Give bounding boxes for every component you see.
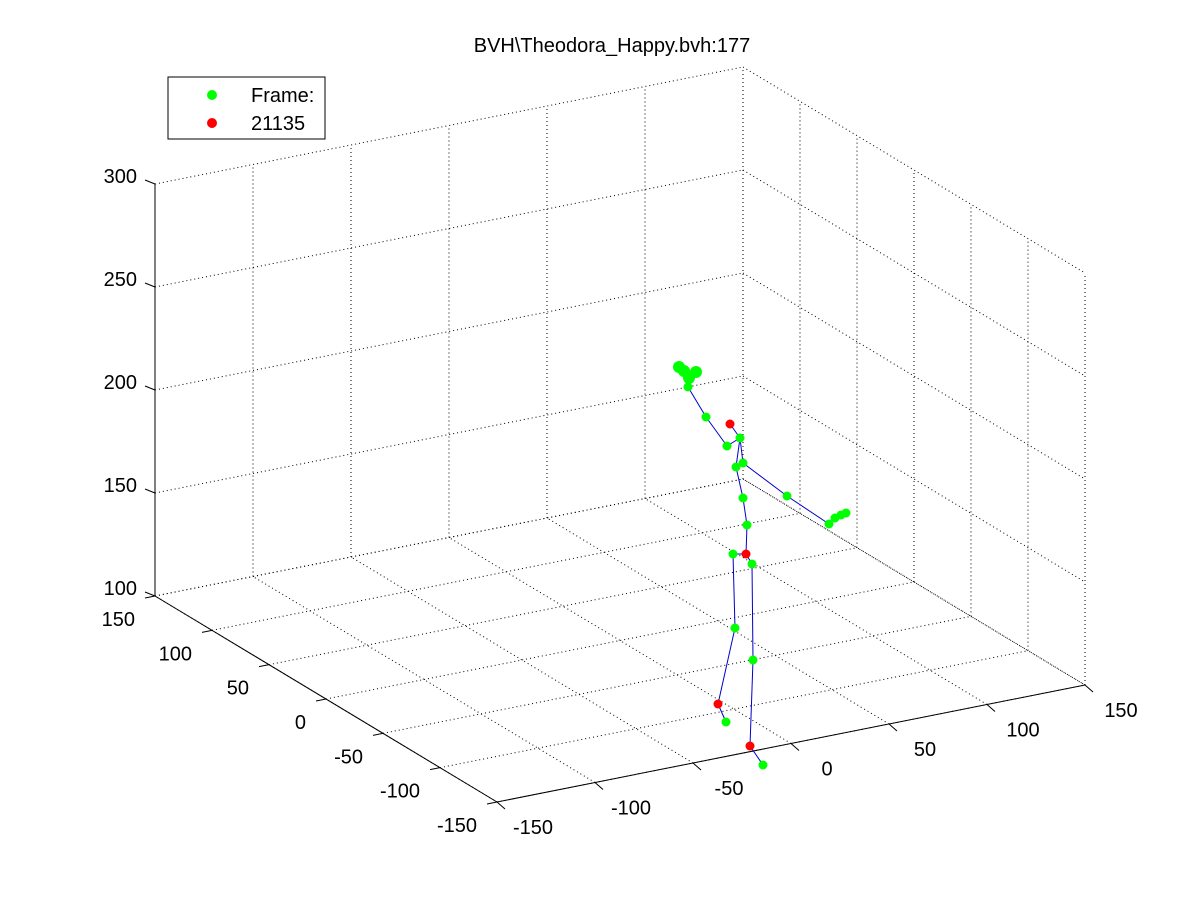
z-tick-mark	[144, 488, 156, 494]
floor-gridline	[382, 615, 972, 734]
legend-label-number: 21135	[251, 113, 305, 135]
x-tick-mark	[790, 743, 800, 751]
x-tick-mark	[986, 704, 996, 712]
joint-point	[748, 655, 758, 665]
x-tick-mark	[1084, 684, 1094, 693]
y-tick-mark	[144, 595, 156, 599]
floor-gridline	[350, 556, 694, 764]
floor-gridline	[546, 517, 890, 725]
x-tick-label: 50	[914, 739, 936, 761]
skeleton-bone	[745, 524, 748, 555]
highlight-joint-point	[713, 699, 723, 709]
joint-point	[742, 520, 752, 530]
floor-gridline	[448, 537, 792, 744]
x-tick-mark	[888, 723, 898, 732]
y-tick-label: 0	[295, 712, 306, 734]
z-tick-label: 200	[104, 372, 137, 394]
legend-marker-number	[207, 118, 217, 128]
x-tick-mark	[594, 782, 604, 790]
y-tick-label: -50	[334, 746, 363, 768]
y-tick-label: 150	[102, 609, 135, 631]
skeleton-bone	[735, 466, 744, 499]
skeleton-bone	[751, 563, 754, 661]
x-tick-label: 150	[1104, 700, 1137, 722]
skeleton-bone	[717, 627, 736, 705]
wall-gridline	[742, 272, 1086, 480]
skeleton-bone	[732, 553, 736, 629]
y-tick-mark	[372, 732, 384, 736]
skeleton-bone	[742, 462, 788, 497]
joint-point	[747, 559, 757, 569]
joint-point	[731, 462, 741, 472]
joint-point	[735, 433, 745, 443]
skeleton-bone	[705, 416, 728, 447]
wall-gridline	[742, 66, 1086, 274]
highlight-joint-point	[725, 419, 735, 429]
highlight-joint-point	[745, 741, 755, 751]
skeleton-plot	[673, 361, 851, 770]
z-tick-label: 150	[104, 475, 137, 497]
y-tick-mark	[201, 629, 213, 633]
highlight-joint-point	[741, 549, 751, 559]
joint-point	[701, 412, 711, 422]
z-tick-label: 300	[104, 166, 137, 188]
y-tick-mark	[315, 698, 327, 702]
joint-point	[841, 508, 851, 518]
skeleton-bone	[749, 659, 754, 747]
y-tick-label: -150	[437, 815, 477, 837]
y-tick-mark	[258, 664, 270, 668]
x-tick-mark	[692, 762, 702, 771]
z-tick-mark	[144, 385, 156, 391]
joint-point	[782, 491, 792, 501]
z-tick-mark	[144, 591, 156, 597]
y-tick-mark	[486, 801, 498, 805]
axes-grid	[154, 66, 1086, 803]
joint-point	[722, 441, 732, 451]
floor-gridline	[252, 576, 596, 783]
joint-point	[758, 760, 768, 770]
z-tick-mark	[144, 179, 156, 185]
joint-point	[730, 623, 740, 633]
legend-label-frame: Frame:	[251, 85, 314, 107]
joint-point	[824, 519, 834, 529]
joint-point	[690, 366, 702, 378]
skeleton-bone	[735, 437, 741, 468]
joint-point	[683, 382, 693, 392]
skeleton-bone	[687, 386, 707, 418]
skeleton-bone	[786, 495, 830, 525]
legend-box	[167, 76, 326, 140]
wall-gridline	[154, 272, 744, 391]
x-tick-label: 0	[821, 759, 832, 781]
x-tick-label: 100	[1006, 720, 1039, 742]
joint-point	[738, 458, 748, 468]
y-tick-label: 50	[227, 678, 249, 700]
z-tick-label: 250	[104, 269, 137, 291]
joint-point	[721, 717, 731, 727]
floor-gridline	[268, 547, 858, 666]
floor-gridline	[644, 498, 988, 705]
joint-point	[738, 493, 748, 503]
wall-gridline	[742, 375, 1086, 583]
x-tick-mark	[496, 801, 506, 810]
wall-gridline	[742, 169, 1086, 377]
legend-marker-frame	[207, 90, 217, 100]
x-tick-label: -50	[715, 778, 744, 800]
legend: Frame: 21135	[167, 76, 326, 140]
joint-point	[728, 549, 738, 559]
z-tick-label: 100	[104, 578, 137, 600]
x-tick-label: -100	[611, 798, 651, 820]
floor-gridline	[439, 650, 1029, 769]
floor-gridline	[325, 581, 915, 700]
skeleton-bone	[742, 497, 748, 526]
tick-labels: -150 -100 -50 0 50 100 150 -150 -100 -50 0 50 100 150…	[102, 166, 1138, 839]
wall-gridline	[154, 375, 744, 494]
wall-gridline	[742, 478, 1086, 686]
z-tick-mark	[144, 282, 156, 288]
y-tick-label: 100	[159, 643, 192, 665]
y-tick-label: -100	[380, 781, 420, 803]
y-tick-mark	[429, 767, 441, 771]
chart-title: BVH\Theodora_Happy.bvh:177	[474, 35, 750, 57]
x-tick-label: -150	[513, 817, 553, 839]
